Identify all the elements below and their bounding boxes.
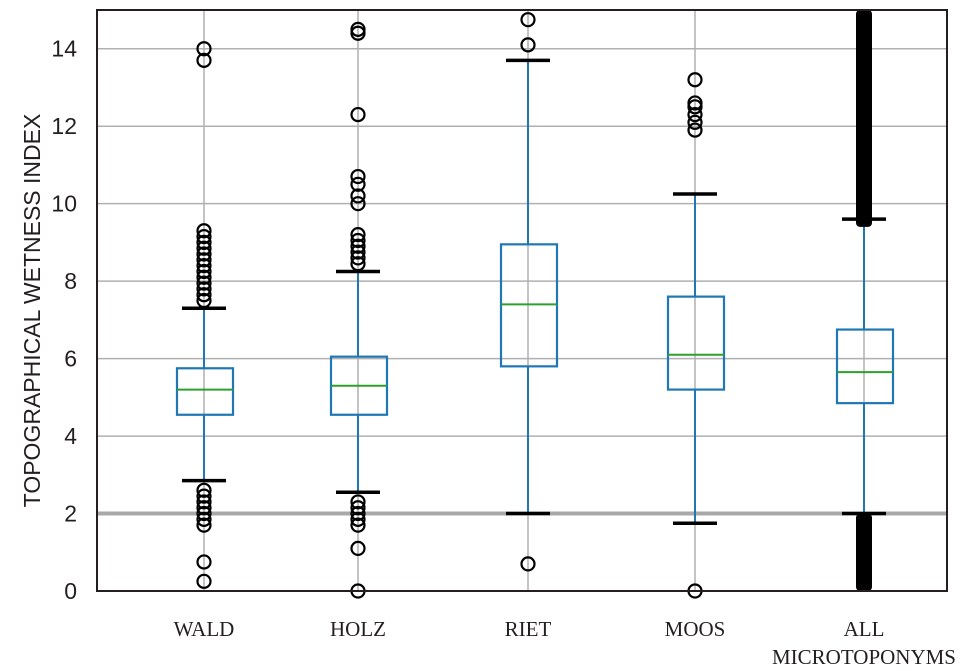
outlier-point (196, 494, 212, 510)
x-tick-label: ALL (844, 617, 885, 641)
outlier-point (196, 511, 212, 527)
box-group (835, 10, 895, 591)
outlier-band-low (856, 513, 872, 591)
outlier-point (196, 275, 212, 291)
y-tick-label: 8 (64, 268, 77, 294)
outlier-point (350, 540, 366, 556)
outlier-point (350, 500, 366, 516)
outlier-point (196, 240, 212, 256)
outlier-band-high (856, 10, 872, 227)
outlier-point (687, 95, 703, 111)
outlier-point (196, 41, 212, 57)
y-tick-label: 6 (64, 346, 77, 372)
box (175, 367, 235, 416)
outlier-point (350, 196, 366, 212)
box (835, 328, 895, 405)
x-tick-label: RIET (505, 617, 552, 641)
outlier-point (350, 244, 366, 260)
outlier-point (196, 234, 212, 250)
box-group (499, 12, 559, 572)
outlier-point (350, 168, 366, 185)
outlier-point (350, 238, 366, 254)
outlier-point (350, 250, 366, 266)
outlier-point (687, 72, 703, 88)
outlier-point (196, 287, 212, 303)
gridlines (97, 10, 947, 592)
plot-frame (96, 9, 948, 592)
y-axis-label: TOPOGRAPHICAL WETNESS INDEX (19, 114, 45, 508)
outlier-point (687, 122, 703, 138)
outlier-point (196, 517, 212, 533)
y-tick-label: 14 (51, 36, 77, 62)
y-tick-label: 10 (51, 191, 77, 217)
outlier-point (196, 505, 212, 522)
y-axis-ticks: 0 2 4 6 8 10 12 14 (51, 36, 77, 604)
outlier-point (196, 258, 212, 274)
outlier-point (196, 263, 212, 280)
x-tick-label: HOLZ (330, 617, 386, 641)
box-group (666, 72, 726, 599)
outlier-point (196, 488, 212, 504)
outlier-point (350, 232, 366, 249)
box (666, 295, 726, 391)
outlier-point (196, 223, 212, 239)
y-tick-label: 12 (51, 113, 77, 139)
outlier-point (350, 505, 366, 522)
outlier-point (196, 269, 212, 285)
outlier-point (350, 106, 366, 123)
x-tick-label: MICROTOPONYMS (772, 645, 956, 669)
outlier-point (196, 228, 212, 245)
outlier-point (350, 517, 366, 533)
outlier-point (520, 556, 536, 572)
outlier-point (520, 37, 536, 53)
outlier-point (196, 52, 212, 68)
outlier-point (196, 573, 212, 589)
outlier-point (687, 114, 703, 130)
outlier-point (520, 12, 536, 28)
outlier-point (687, 106, 703, 123)
outlier-point (196, 292, 212, 309)
outlier-point (196, 482, 212, 498)
box-group (175, 41, 235, 589)
x-tick-label: WALD (174, 617, 235, 641)
x-axis-ticks: WALD HOLZ RIET MOOS ALL MICROTOPONYMS (174, 617, 956, 669)
outlier-point (350, 256, 366, 272)
outlier-point (196, 554, 212, 570)
outlier-point (350, 494, 366, 510)
y-tick-label: 2 (64, 501, 77, 527)
outlier-point (350, 188, 366, 204)
plot-area (175, 10, 895, 599)
outlier-point (350, 511, 366, 527)
outlier-point (350, 21, 366, 37)
outlier-point (196, 281, 212, 297)
outlier-point (350, 227, 366, 243)
outlier-point (196, 252, 212, 268)
x-tick-label: MOOS (665, 617, 726, 641)
y-tick-label: 4 (64, 423, 77, 449)
outlier-point (196, 246, 212, 262)
box-group (329, 21, 389, 599)
outlier-point (196, 500, 212, 516)
outlier-point (350, 176, 366, 192)
y-tick-label: 0 (64, 578, 77, 604)
